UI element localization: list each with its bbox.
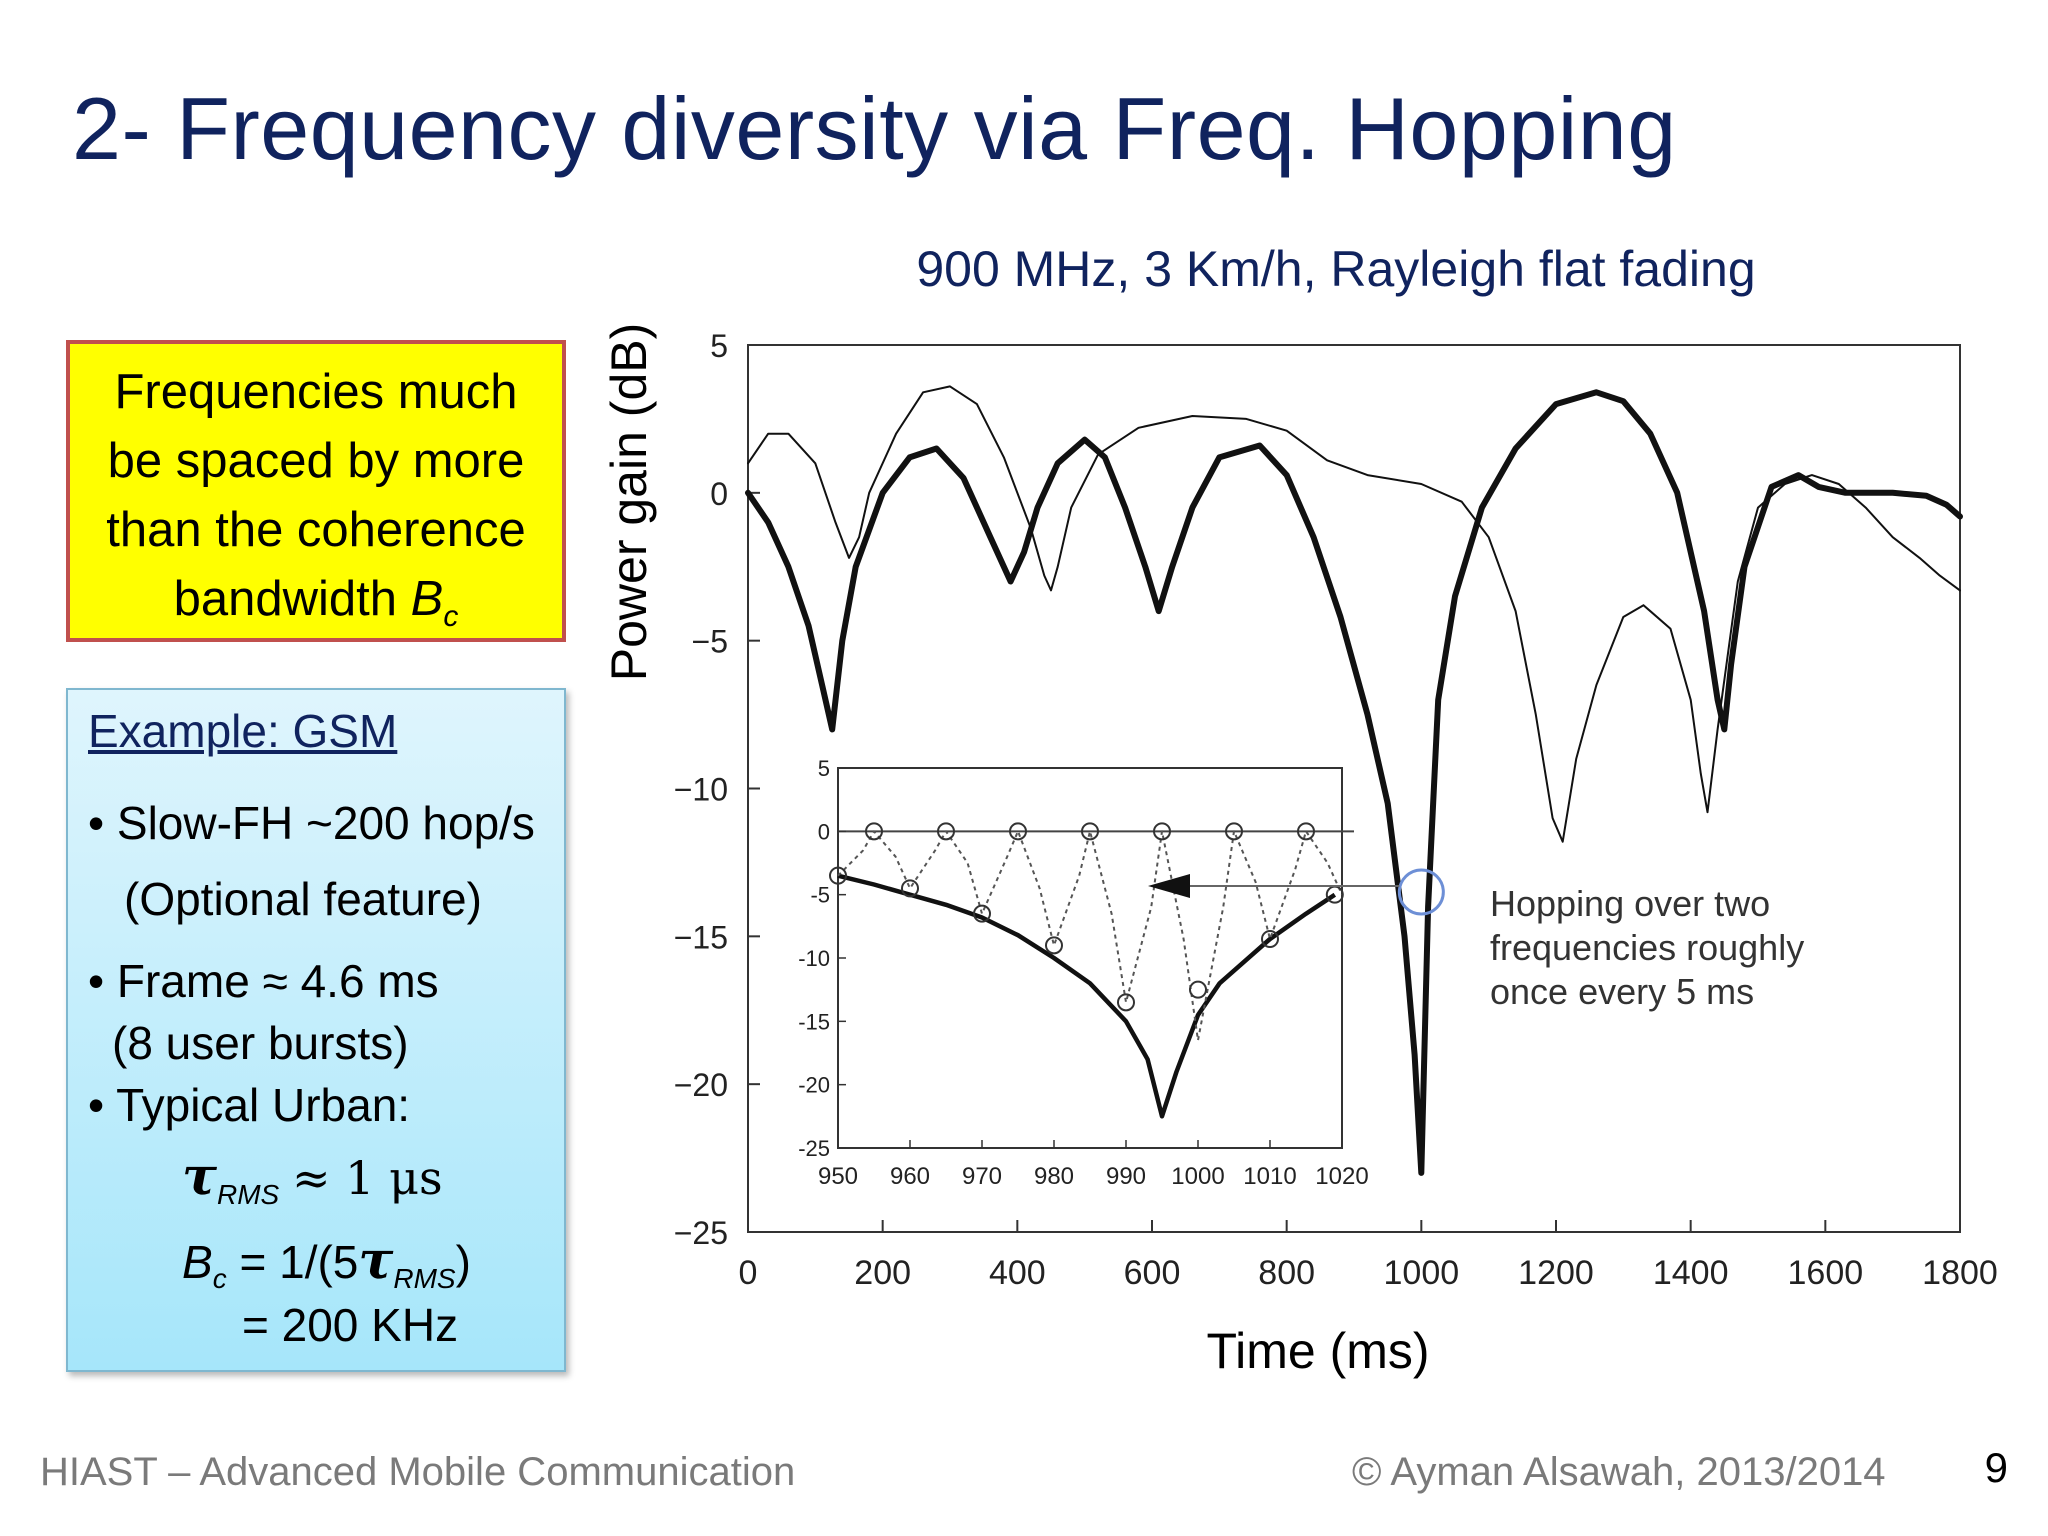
series-thick-line [745, 389, 1963, 1176]
inset-x-tick-label: 980 [1034, 1163, 1074, 1190]
page-number: 9 [1984, 1444, 2008, 1491]
bullet-frame-text: Frame ≈ 4.6 ms [116, 955, 439, 1007]
inset-y-tick-label: -20 [798, 1073, 830, 1098]
inset-y-tick-label: -15 [798, 1009, 830, 1034]
y-tick-label: 0 [710, 476, 728, 512]
inset-hop-marker [829, 866, 847, 885]
zoom-pointer-arrowhead [1148, 873, 1190, 898]
inset-x-tick-label: 960 [890, 1163, 930, 1190]
chart-title: 900 MHz, 3 Km/h, Rayleigh flat fading [916, 241, 1755, 297]
x-tick-label: 400 [989, 1254, 1046, 1292]
x-tick-label: 1000 [1384, 1254, 1460, 1292]
bullet-slow-fh-text: Slow-FH ~200 hop/s [116, 797, 535, 849]
bc-formula-line: Bc = 1/(5τRMS) [182, 1230, 471, 1295]
coherence-bandwidth-note: Frequencies much be spaced by more than … [66, 340, 566, 642]
tau-symbol: τ [182, 1146, 217, 1207]
x-axis-label: Time (ms) [1206, 1323, 1429, 1379]
annotation-line-1: Hopping over two [1490, 883, 1770, 924]
inset-plot-frame [837, 767, 1343, 1149]
footer-copyright: © Ayman Alsawah, 2013/2014 [1352, 1450, 1886, 1494]
x-tick-label: 1400 [1653, 1254, 1729, 1292]
inset-y-tick-label: -5 [810, 883, 830, 908]
note-line-4-prefix: bandwidth [173, 572, 411, 626]
bullet-dot: • [88, 797, 105, 849]
inset-hop-marker [1009, 822, 1027, 841]
inset-hop-marker [937, 822, 955, 841]
bc-result: = 200 KHz [242, 1299, 459, 1351]
x-tick-label: 0 [739, 1254, 758, 1292]
inset-x-tick-label: 1010 [1243, 1163, 1296, 1190]
inset-hop-marker [901, 879, 919, 898]
inset-y-tick-label: -10 [798, 946, 830, 971]
inset-x-tick-label: 950 [818, 1163, 858, 1190]
inset-hop-marker [1045, 936, 1063, 955]
inset-hop-marker [1189, 980, 1207, 999]
y-tick-label: −10 [674, 772, 728, 808]
bc-formula-symbol: B [182, 1236, 213, 1288]
x-tick-label: 800 [1258, 1254, 1315, 1292]
inset-hop-marker [865, 822, 883, 841]
tau-value: ≈ 1 μs [292, 1151, 443, 1205]
note-line-3: than the coherence [106, 503, 526, 557]
bullet-slow-fh: • Slow-FH ~200 hop/s [88, 796, 535, 850]
x-tick-label: 1200 [1518, 1254, 1594, 1292]
gsm-example-box: Example: GSM • Slow-FH ~200 hop/s (Optio… [66, 688, 566, 1372]
tau-subscript: RMS [217, 1179, 280, 1211]
bc-formula-suffix: ) [455, 1236, 471, 1288]
bullet-slow-fh-note: (Optional feature) [124, 873, 482, 925]
note-line-2: be spaced by more [107, 434, 525, 488]
bc-subscript: c [443, 599, 459, 633]
y-tick-label: −15 [674, 919, 728, 955]
bullet-frame: • Frame ≈ 4.6 ms [88, 954, 439, 1008]
inset-fading-line [837, 873, 1337, 1119]
bullet-typical-urban-text: Typical Urban: [116, 1079, 411, 1131]
inset-x-tick-label: 1020 [1315, 1163, 1368, 1190]
x-tick-label: 600 [1124, 1254, 1181, 1292]
bc-formula-tau-subscript: RMS [393, 1263, 456, 1295]
bc-formula-subscript: c [212, 1263, 227, 1295]
x-tick-label: 1600 [1788, 1254, 1864, 1292]
inset-hop-marker [973, 904, 991, 923]
note-line-1: Frequencies much [114, 365, 518, 419]
inset-hop-marker [1081, 822, 1099, 841]
zoom-region-circle [1397, 868, 1445, 916]
inset-hop-marker [1117, 993, 1135, 1012]
y-tick-label: −25 [674, 1215, 728, 1251]
y-tick-label: −20 [674, 1067, 728, 1103]
slide-title: 2- Frequency diversity via Freq. Hopping [72, 79, 1677, 178]
bc-symbol: B [410, 572, 444, 626]
x-tick-label: 1800 [1922, 1254, 1998, 1292]
inset-x-tick-label: 970 [962, 1163, 1002, 1190]
x-tick-label: 200 [854, 1254, 911, 1292]
inset-hop-marker [1153, 822, 1171, 841]
tau-rms-line: τRMS ≈ 1 μs [182, 1146, 443, 1211]
series-thin-line [747, 385, 1961, 843]
inset-y-tick-label: -25 [798, 1136, 830, 1161]
example-title: Example: GSM [88, 705, 398, 757]
bc-formula-tau: τ [358, 1230, 394, 1291]
footer-course: HIAST – Advanced Mobile Communication [40, 1450, 796, 1494]
inset-y-tick-label: 5 [818, 756, 830, 781]
inset-hop-marker [1261, 930, 1279, 948]
bullet-dot: • [88, 955, 105, 1007]
bullet-frame-note: (8 user bursts) [112, 1017, 409, 1069]
annotation-line-2: frequencies roughly [1490, 927, 1804, 968]
bc-formula-prefix: = 1/(5 [239, 1236, 359, 1288]
note-line-4: bandwidth Bc [70, 565, 562, 651]
y-tick-label: 5 [710, 328, 728, 364]
inset-hop-marker [1297, 822, 1315, 841]
inset-x-tick-label: 1000 [1171, 1163, 1224, 1190]
inset-y-tick-label: 0 [818, 819, 830, 844]
bullet-typical-urban: • Typical Urban: [88, 1078, 410, 1132]
y-axis-label: Power gain (dB) [601, 323, 657, 682]
inset-hop-marker [1225, 822, 1243, 841]
inset-x-tick-label: 990 [1106, 1163, 1146, 1190]
y-tick-label: −5 [692, 624, 728, 660]
annotation-line-3: once every 5 ms [1490, 971, 1754, 1012]
bullet-dot: • [88, 1079, 105, 1131]
